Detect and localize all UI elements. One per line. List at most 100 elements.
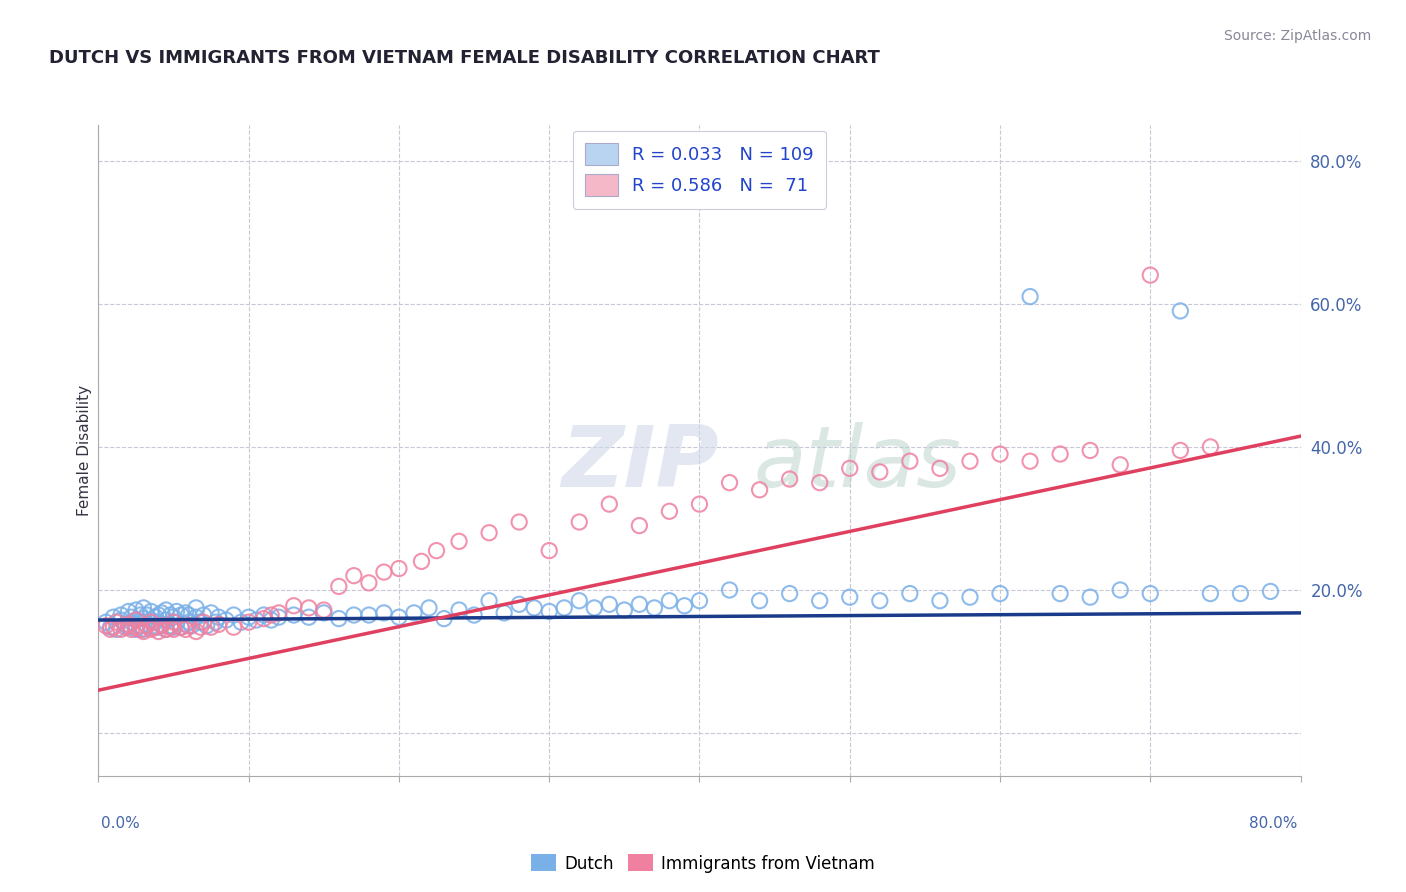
Point xyxy=(162,610,184,624)
Point xyxy=(253,608,276,623)
Point xyxy=(779,586,801,600)
Point xyxy=(193,615,215,630)
Point xyxy=(568,593,591,607)
Point xyxy=(988,447,1011,461)
Point xyxy=(425,543,447,558)
Point xyxy=(748,593,770,607)
Point xyxy=(135,619,157,633)
Point xyxy=(898,454,921,468)
Point xyxy=(869,593,891,607)
Point xyxy=(139,613,162,627)
Point xyxy=(1019,454,1042,468)
Point xyxy=(1019,290,1042,304)
Text: ZIP: ZIP xyxy=(561,422,718,505)
Point xyxy=(478,593,501,607)
Point xyxy=(110,613,132,627)
Point xyxy=(148,624,170,639)
Point xyxy=(402,606,425,620)
Point xyxy=(121,623,143,637)
Point xyxy=(613,603,636,617)
Point xyxy=(260,613,283,627)
Text: atlas: atlas xyxy=(754,422,962,505)
Point xyxy=(538,604,561,618)
Point xyxy=(150,617,173,632)
Point xyxy=(373,606,395,620)
Point xyxy=(190,615,212,630)
Point xyxy=(1199,586,1222,600)
Point xyxy=(170,608,193,623)
Point xyxy=(166,615,188,630)
Point xyxy=(447,603,470,617)
Point xyxy=(150,619,173,633)
Point xyxy=(193,608,215,623)
Point xyxy=(174,623,197,637)
Point xyxy=(117,617,139,632)
Point xyxy=(184,600,207,615)
Point xyxy=(114,620,136,634)
Text: 80.0%: 80.0% xyxy=(1250,816,1298,831)
Point xyxy=(779,472,801,486)
Point xyxy=(94,619,117,633)
Point xyxy=(215,613,238,627)
Point xyxy=(145,620,167,634)
Point xyxy=(1139,586,1161,600)
Point xyxy=(463,608,485,623)
Point xyxy=(100,620,122,634)
Point xyxy=(166,604,188,618)
Point xyxy=(1109,458,1132,472)
Point xyxy=(388,610,411,624)
Point xyxy=(1078,443,1101,458)
Point xyxy=(200,620,222,634)
Point xyxy=(838,590,860,604)
Point xyxy=(238,615,260,630)
Point xyxy=(283,608,305,623)
Point xyxy=(260,608,283,623)
Point xyxy=(100,623,122,637)
Point xyxy=(170,620,193,634)
Point xyxy=(718,475,741,490)
Point xyxy=(174,606,197,620)
Point xyxy=(184,624,207,639)
Point xyxy=(583,600,606,615)
Point xyxy=(523,600,546,615)
Point xyxy=(155,603,177,617)
Point xyxy=(162,623,184,637)
Point xyxy=(125,620,148,634)
Point xyxy=(180,619,202,633)
Point xyxy=(1049,586,1071,600)
Point xyxy=(508,515,530,529)
Point xyxy=(357,575,380,590)
Point xyxy=(135,608,157,623)
Point xyxy=(125,623,148,637)
Point xyxy=(688,593,710,607)
Point xyxy=(598,597,620,611)
Point xyxy=(929,593,952,607)
Point xyxy=(145,610,167,624)
Point xyxy=(298,600,321,615)
Point xyxy=(222,608,245,623)
Point xyxy=(208,610,231,624)
Point xyxy=(132,623,155,637)
Point xyxy=(658,504,681,518)
Point xyxy=(373,565,395,579)
Point xyxy=(184,610,207,624)
Point xyxy=(688,497,710,511)
Point xyxy=(538,543,561,558)
Point xyxy=(129,608,152,623)
Point xyxy=(103,620,125,634)
Point xyxy=(114,617,136,632)
Point xyxy=(447,534,470,549)
Point xyxy=(132,624,155,639)
Point xyxy=(139,623,162,637)
Point xyxy=(357,608,380,623)
Point xyxy=(643,600,665,615)
Point xyxy=(208,617,231,632)
Point xyxy=(177,619,200,633)
Point xyxy=(162,615,184,630)
Point xyxy=(598,497,620,511)
Point xyxy=(135,617,157,632)
Point xyxy=(898,586,921,600)
Point xyxy=(155,623,177,637)
Point xyxy=(312,603,335,617)
Point xyxy=(1260,584,1282,599)
